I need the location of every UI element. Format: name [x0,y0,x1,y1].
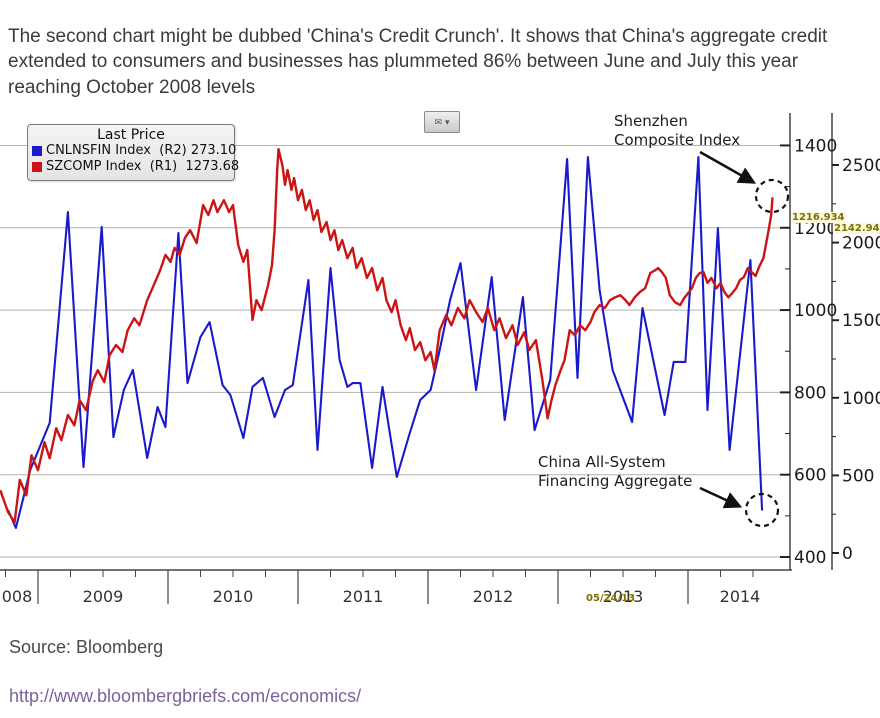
svg-text:500: 500 [842,466,874,486]
svg-text:600: 600 [794,466,826,486]
svg-text:1400: 1400 [794,136,837,156]
svg-text:1500: 1500 [842,311,880,331]
legend-item-szcomp: SZCOMP Index (R1) 1273.68 [32,159,239,175]
svg-text:008: 008 [2,587,33,606]
svg-text:1200: 1200 [794,219,837,239]
chart-toolbar-button[interactable]: ✉ ▾ [424,111,460,133]
svg-text:2013: 2013 [603,587,644,606]
legend-item-label: SZCOMP Index (R1) 1273.68 [46,159,240,175]
svg-text:2009: 2009 [83,587,124,606]
szcomp-swatch-icon [32,162,42,173]
shenzhen-annotation: Shenzhen Composite Index [614,112,740,150]
legend-item-label: CNLNSFIN Index (R2) 273.10 [46,143,237,158]
svg-text:400: 400 [794,548,826,568]
axes: 4006008001000120014000500100015002000250… [0,113,880,606]
annotation-text: China All-System [538,453,666,471]
shenzhen-highlight-circle [754,178,790,214]
cnlnsfin-swatch-icon [32,146,42,157]
svg-text:0: 0 [842,544,853,564]
gridlines [0,144,790,558]
annotation-graphics [699,150,790,528]
legend-item-cnlnsfin: CNLNSFIN Index (R2) 273.10 [32,143,236,159]
annotation-text: Composite Index [614,130,741,149]
bloombergbriefs-link[interactable]: http://www.bloombergbriefs.com/economics… [9,686,362,706]
series-lines [0,147,774,530]
svg-text:2010: 2010 [213,587,254,606]
chart-canvas: 4006008001000120014000500100015002000250… [0,113,880,606]
svg-text:1000: 1000 [794,301,837,321]
shenzhen-arrow [699,150,757,184]
svg-text:2000: 2000 [842,234,880,254]
legend-title: Last Price [97,127,165,143]
intro-paragraph: The second chart might be dubbed 'China'… [8,26,828,98]
annotation-text: Shenzhen [614,112,688,130]
svg-text:800: 800 [794,383,826,403]
bloomberg-chart: 400 600 800 1000 1200 1400 0 500 1000 1500 2000 250… [0,107,880,612]
chart-legend: Last Price CNLNSFIN Index (R2) 273.10 SZ… [27,124,239,181]
chevron-down-icon: ▾ [445,116,450,127]
source-caption: Source: Bloomberg [9,637,164,657]
svg-text:2014: 2014 [720,587,761,606]
annotation-text: Financing Aggregate [538,471,693,490]
crosshair-date: 05/24/13 [586,593,636,604]
svg-text:1000: 1000 [842,389,880,409]
financing-arrow [699,486,743,509]
svg-text:2011: 2011 [343,587,384,606]
svg-text:2012: 2012 [473,587,514,606]
svg-text:2500: 2500 [842,156,880,176]
crosshair-r1-value: 1216.934 [791,212,846,223]
financing-annotation: China All-System Financing Aggregate [538,453,692,491]
financing-highlight-circle [744,492,780,528]
envelope-icon: ✉ [434,116,442,127]
crosshair-r2-value: 2142.94 [833,223,880,234]
